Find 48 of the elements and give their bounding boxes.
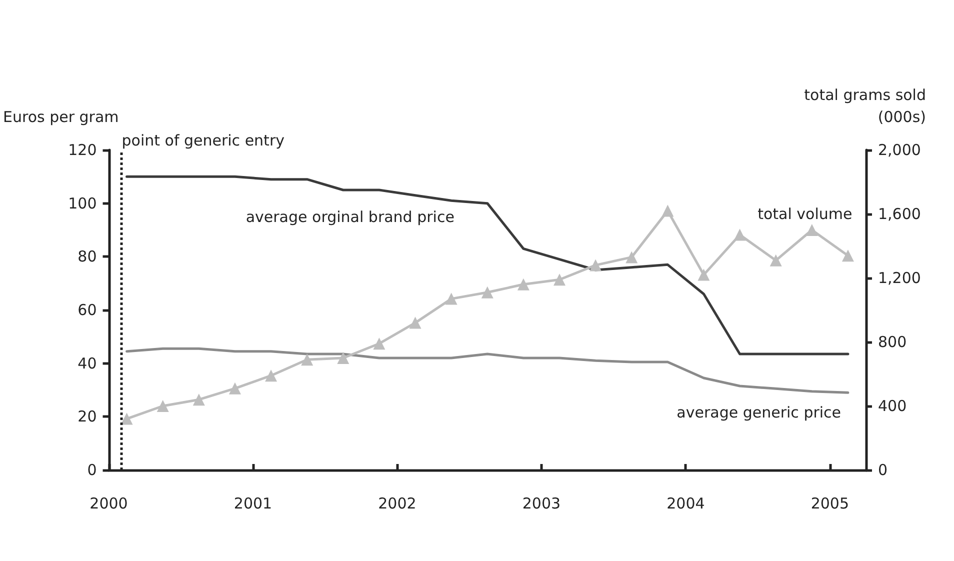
x-tick-label: 2001 <box>234 494 272 512</box>
y2-tick-label: 0 <box>878 461 888 479</box>
y2-tick-label: 800 <box>878 333 907 351</box>
point <box>481 286 494 298</box>
x-tick-label: 2003 <box>522 494 561 512</box>
point <box>662 204 674 217</box>
y-tick-label: 40 <box>78 354 97 372</box>
point <box>806 224 818 236</box>
series-label: total volume <box>758 205 852 223</box>
y2-tick-label: 400 <box>878 397 907 415</box>
x-tick-label: 2005 <box>810 494 850 512</box>
point <box>301 354 314 366</box>
y-tick-label: 100 <box>68 194 97 212</box>
ref-line-label: point of generic entry <box>122 132 285 150</box>
y2-tick-label: 1,200 <box>878 269 921 287</box>
point <box>842 250 854 262</box>
y2-tick-label: 2,000 <box>878 141 921 159</box>
point <box>698 268 710 281</box>
line-series <box>126 175 850 356</box>
x-tick-label: 2002 <box>378 494 416 512</box>
point <box>373 338 386 350</box>
point <box>192 394 205 406</box>
point <box>337 352 350 364</box>
series-label: average orginal brand price <box>246 208 454 226</box>
point <box>626 251 638 264</box>
point <box>265 370 278 382</box>
point <box>770 254 782 266</box>
y-tick-label: 80 <box>78 248 97 266</box>
y-tick-label: 60 <box>78 301 97 319</box>
y2-tick-label: 1,600 <box>878 205 921 223</box>
x-tick-label: 2004 <box>666 494 705 512</box>
line-series <box>126 347 850 394</box>
point <box>590 259 602 272</box>
point <box>734 228 746 241</box>
point <box>445 292 458 305</box>
y-tick-label: 0 <box>87 461 97 479</box>
y2-axis-title: total grams sold (000s) <box>804 86 926 126</box>
x-tick-label: 2000 <box>90 494 128 512</box>
point <box>554 274 566 286</box>
point <box>409 316 422 329</box>
point <box>228 382 241 394</box>
y-axis-title: Euros per gram <box>2 108 119 126</box>
point <box>517 278 530 290</box>
series-label: average generic price <box>676 404 842 422</box>
y-tick-label: 120 <box>68 141 97 159</box>
point <box>156 400 169 412</box>
point <box>120 412 133 425</box>
y-tick-label: 20 <box>78 408 97 426</box>
